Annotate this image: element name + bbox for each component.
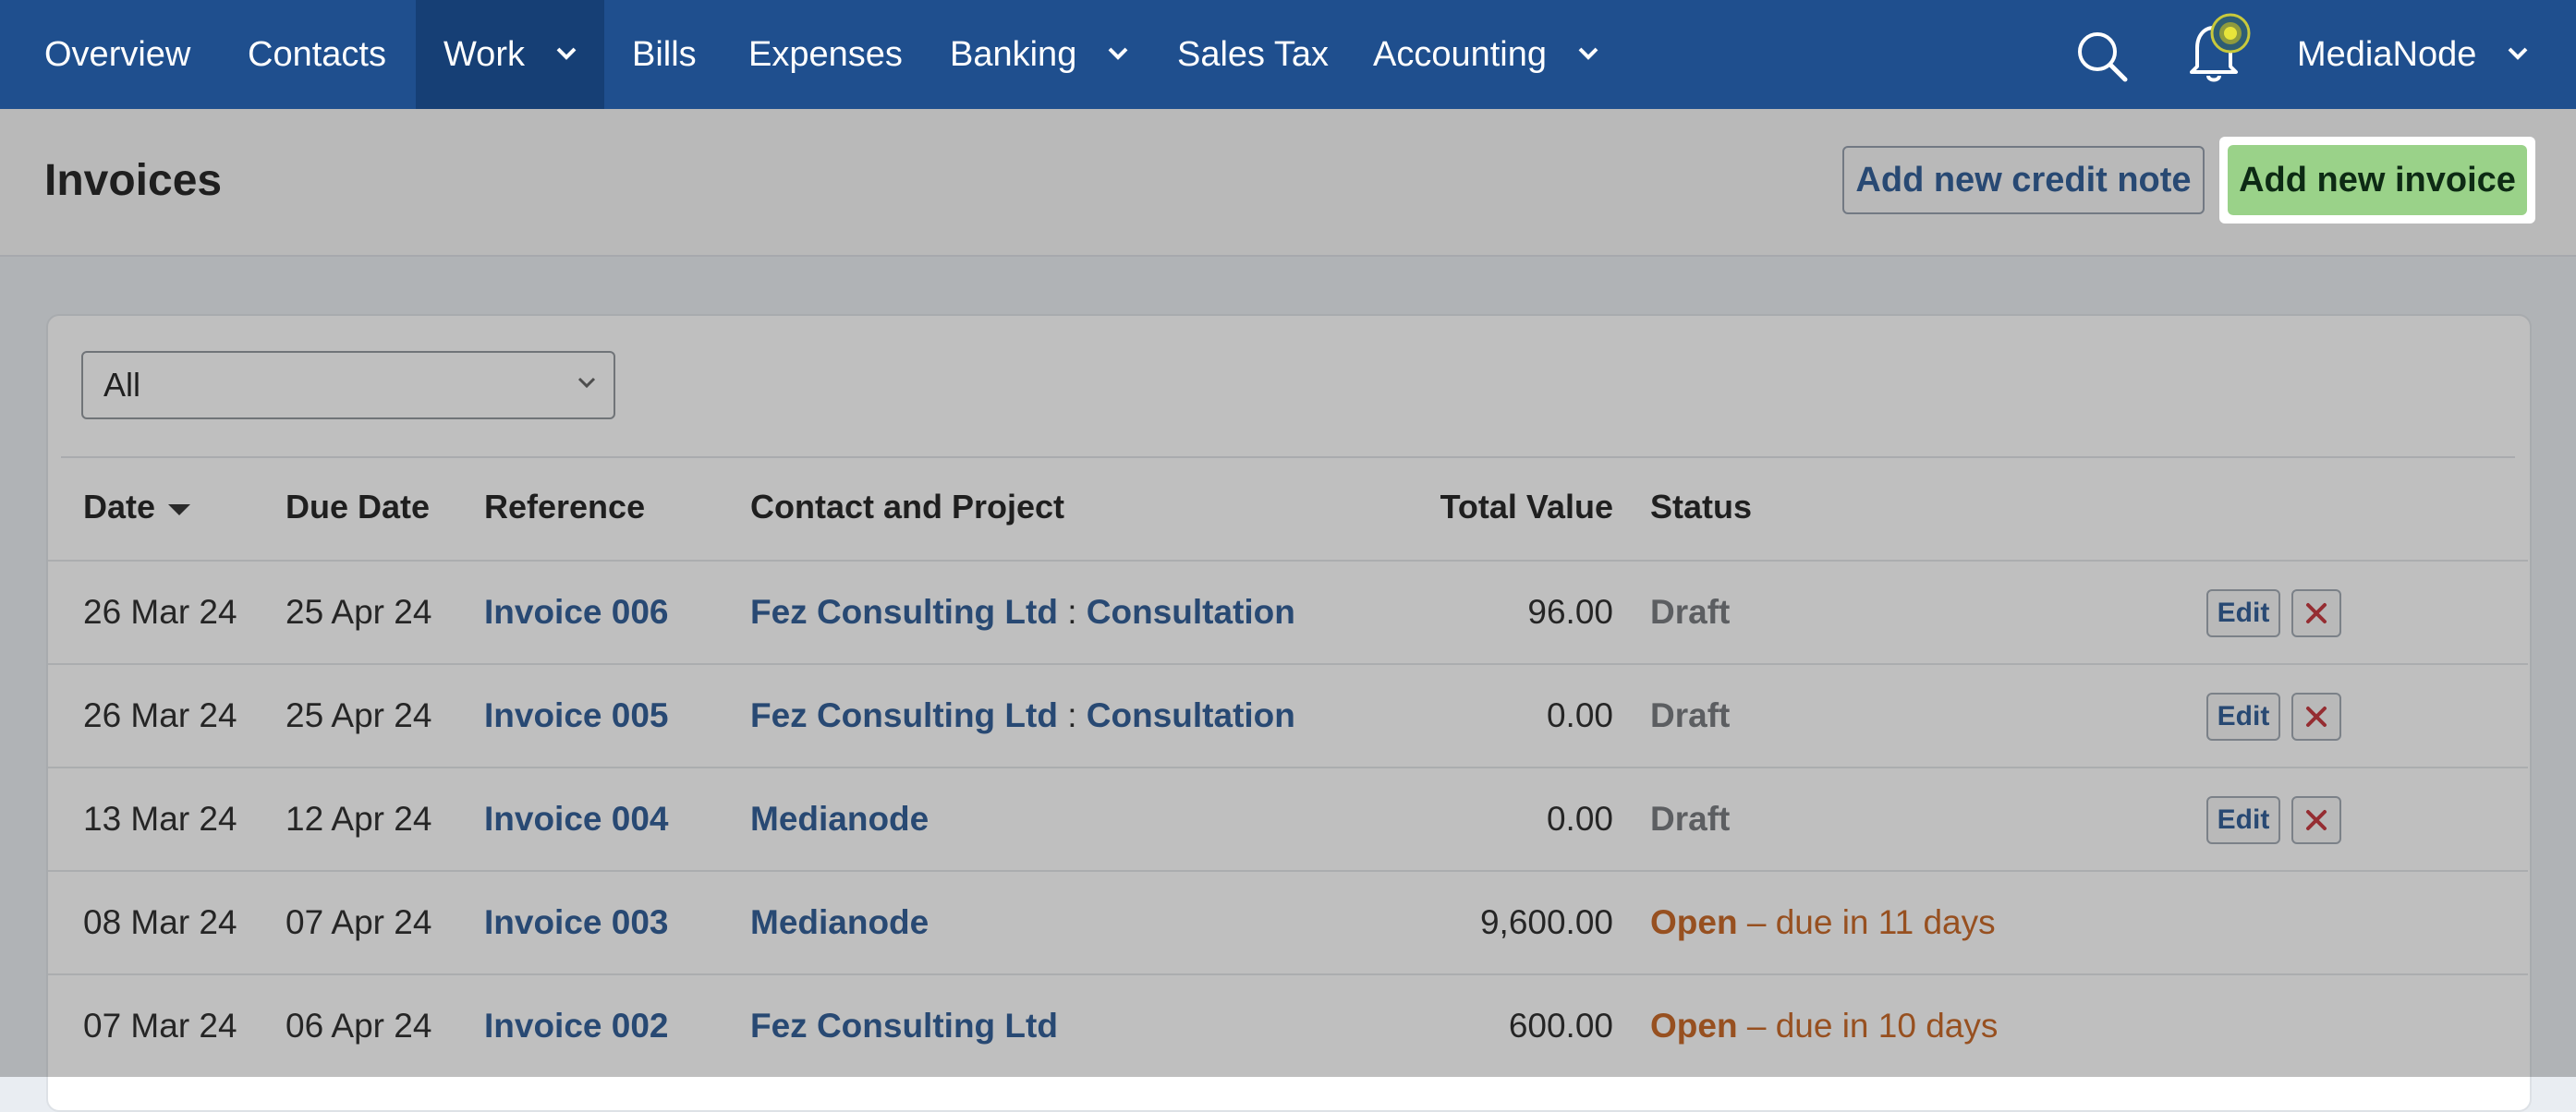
close-icon [2306,603,2327,623]
spotlight-frame: Add new invoice [2219,137,2535,224]
row-contact-link[interactable]: Medianode [750,903,930,941]
nav-expenses[interactable]: Expenses [748,35,903,74]
add-new-invoice-button[interactable]: Add new invoice [2228,145,2527,215]
row-total: 600.00 [1508,1007,1613,1045]
chevron-down-icon [577,377,596,389]
row-project-link[interactable]: Consultation [1086,593,1295,631]
nav-work-label: Work [444,35,525,74]
nav-work[interactable]: Work [416,0,604,109]
row-date: 26 Mar 24 [83,696,237,734]
row-divider [48,663,2528,665]
row-contact-link[interactable]: Fez Consulting Ltd [750,1007,1058,1045]
edit-button[interactable]: Edit [2206,796,2280,844]
row-status: Draft [1650,696,1731,734]
close-icon [2306,810,2327,830]
column-header-contact[interactable]: Contact and Project [750,488,1065,526]
row-divider [48,973,2528,975]
page-header: Invoices Add new credit note [0,109,2576,257]
edit-button[interactable]: Edit [2206,693,2280,741]
column-header-date[interactable]: Date [83,488,192,526]
status-detail: – due in 11 days [1746,903,1996,941]
row-total: 0.00 [1546,800,1613,838]
project-separator: : [1067,593,1077,631]
account-menu[interactable]: MediaNode [2297,0,2529,109]
row-total: 9,600.00 [1479,903,1613,941]
nav-sales-tax[interactable]: Sales Tax [1177,35,1330,74]
row-total: 0.00 [1546,696,1613,734]
row-reference-link[interactable]: Invoice 004 [484,800,669,838]
row-reference-link[interactable]: Invoice 002 [484,1007,669,1045]
chevron-down-icon [2508,47,2528,60]
column-header-total[interactable]: Total Value [1440,488,1613,526]
nav-banking[interactable]: Banking [950,0,1129,109]
row-date: 08 Mar 24 [83,903,237,941]
chevron-down-icon [1578,47,1598,60]
status-filter-select[interactable]: All [81,351,615,419]
close-icon [2306,707,2327,727]
top-navigation: Overview Contacts Work Bills Expenses Ba… [0,0,2576,109]
nav-banking-label: Banking [950,35,1077,74]
delete-button[interactable] [2291,796,2341,844]
add-credit-note-button[interactable]: Add new credit note [1842,146,2205,214]
row-status: Open – due in 11 days [1650,903,1996,942]
status-label: Open [1650,1007,1738,1045]
row-total: 96.00 [1527,593,1613,631]
row-due-date: 25 Apr 24 [286,696,432,734]
notification-bell-icon[interactable] [2184,9,2256,83]
row-status: Draft [1650,800,1731,838]
row-contact-link[interactable]: Fez Consulting Ltd [750,696,1058,734]
status-label: Open [1650,903,1738,941]
search-icon[interactable] [2075,30,2129,83]
sort-descending-icon [168,504,191,516]
nav-overview[interactable]: Overview [44,35,191,74]
row-status: Draft [1650,593,1731,631]
status-detail: – due in 10 days [1746,1007,1999,1045]
row-date: 07 Mar 24 [83,1007,237,1045]
row-due-date: 06 Apr 24 [286,1007,432,1045]
row-date: 26 Mar 24 [83,593,237,631]
invoices-card [46,314,2532,1112]
row-status: Open – due in 10 days [1650,1007,1998,1046]
page-title: Invoices [44,156,223,205]
row-due-date: 25 Apr 24 [286,593,432,631]
column-header-date-label: Date [83,488,156,526]
nav-bills[interactable]: Bills [632,35,697,74]
status-filter-value: All [103,366,141,404]
row-date: 13 Mar 24 [83,800,237,838]
row-due-date: 07 Apr 24 [286,903,432,941]
divider [61,456,2515,458]
row-reference-link[interactable]: Invoice 005 [484,696,669,734]
row-due-date: 12 Apr 24 [286,800,432,838]
row-divider [48,767,2528,768]
column-header-status[interactable]: Status [1650,488,1753,526]
row-reference-link[interactable]: Invoice 003 [484,903,669,941]
highlighted-action: Add new invoice [2219,137,2535,224]
row-project-link[interactable]: Consultation [1086,696,1295,734]
row-contact-project: Fez Consulting Ltd : Consultation [750,593,1295,632]
row-reference-link[interactable]: Invoice 006 [484,593,669,631]
delete-button[interactable] [2291,693,2341,741]
row-contact-link[interactable]: Fez Consulting Ltd [750,593,1058,631]
row-divider [48,870,2528,872]
row-contact-link[interactable]: Medianode [750,800,930,838]
project-separator: : [1067,696,1077,734]
chevron-down-icon [1108,47,1128,60]
nav-accounting[interactable]: Accounting [1373,0,1599,109]
nav-accounting-label: Accounting [1373,35,1548,74]
nav-contacts[interactable]: Contacts [248,35,386,74]
column-header-reference[interactable]: Reference [484,488,646,526]
edit-button[interactable]: Edit [2206,589,2280,637]
chevron-down-icon [556,47,576,60]
column-header-due-date[interactable]: Due Date [286,488,431,526]
delete-button[interactable] [2291,589,2341,637]
account-name: MediaNode [2297,35,2477,74]
row-divider [48,560,2528,562]
row-contact-project: Fez Consulting Ltd : Consultation [750,696,1295,735]
